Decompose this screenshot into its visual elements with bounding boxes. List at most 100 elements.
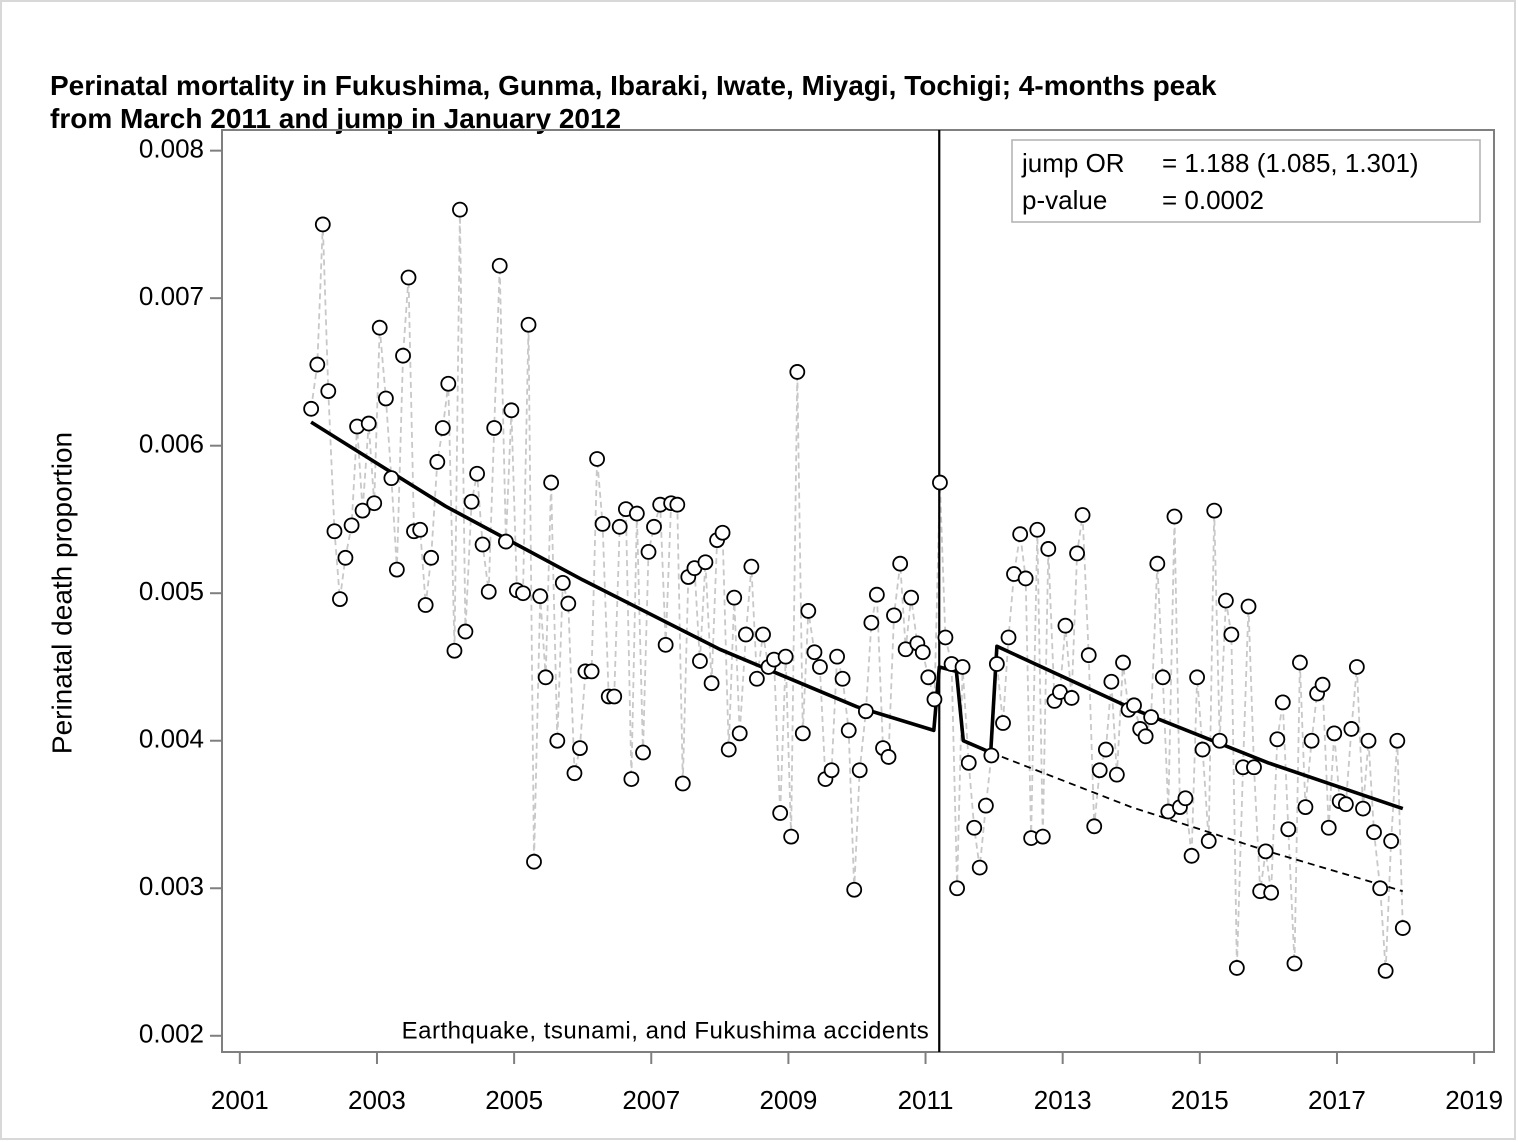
data-point [1240,598,1257,615]
data-point [1355,800,1371,817]
data-point [1063,690,1080,706]
data-point [812,659,828,675]
data-point [1263,884,1280,901]
data-point [1086,818,1103,835]
data-point [606,688,623,705]
data-point [497,533,514,550]
data-point [971,859,988,876]
data-point [1149,555,1166,572]
data-point [1286,955,1303,972]
data-point [960,754,977,771]
data-point [743,558,760,575]
data-point [388,561,405,578]
data-point [777,648,794,665]
data-point [1040,541,1057,557]
annotation-value: = 0.0002 [1162,185,1264,215]
data-point [646,518,662,535]
data-point [412,521,429,538]
data-point [371,319,388,336]
data-point [360,415,377,432]
annotation-key: p-value [1022,185,1107,215]
x-tick-label: 2019 [1445,1085,1503,1115]
data-point [692,653,708,669]
data-point [1091,762,1108,779]
data-point [566,765,583,782]
data-point [1292,654,1308,671]
data-point [806,644,823,661]
data-point [1206,502,1223,519]
data-point [857,703,874,720]
data-point [1383,833,1400,849]
data-point [440,375,457,392]
data-point [669,496,686,513]
x-tick-label: 2001 [211,1085,269,1115]
data-point [714,524,731,541]
data-point [926,691,943,708]
data-point [829,648,845,665]
x-tick-label: 2003 [348,1085,406,1115]
data-point [914,644,931,661]
data-point [1343,721,1360,737]
data-point [314,216,331,233]
data-point [543,474,560,491]
data-point [343,517,360,534]
y-tick-label: 0.005 [139,576,204,606]
data-point [594,515,611,532]
data-point [880,749,897,765]
data-point [480,583,497,600]
data-point [737,626,754,643]
data-point [628,505,645,522]
x-tick-label: 2009 [759,1085,817,1115]
y-tick-label: 0.008 [139,134,204,164]
data-point [755,626,771,643]
y-tick-label: 0.006 [139,429,204,459]
data-point [532,588,549,605]
data-point [988,656,1005,672]
x-tick-label: 2011 [898,1085,954,1115]
data-point [383,470,400,487]
data-point [640,544,657,560]
data-point [515,585,531,602]
data-point [920,669,937,686]
data-point [703,675,720,692]
data-point [1029,521,1046,538]
y-tick-label: 0.003 [139,871,204,901]
data-point [1269,731,1286,748]
data-point [1320,819,1337,836]
data-point [1103,673,1120,690]
data-point [1211,732,1228,749]
data-point [1326,725,1343,742]
data-point [789,364,806,380]
data-point [486,420,503,436]
data-point [1228,960,1245,976]
data-point [823,762,840,779]
data-point [1154,669,1171,686]
data-point [320,383,337,400]
data-point [1257,843,1274,860]
data-point [429,454,446,470]
data-point [1034,828,1051,845]
data-point [800,603,817,619]
data-point [1372,880,1389,897]
data-point [1314,676,1331,693]
data-point [949,880,965,897]
data-point [697,554,714,571]
data-point [903,589,920,606]
data-point [1017,570,1034,587]
data-point [748,670,765,687]
data-point [1074,507,1091,523]
data-point [840,722,857,739]
data-point [846,881,863,898]
data-point [937,629,954,646]
data-point [1012,526,1029,543]
data-point [1223,626,1240,643]
data-point [1217,592,1234,609]
data-point [783,828,800,845]
data-point [423,549,440,566]
x-tick-label: 2007 [622,1085,680,1115]
data-point [892,555,909,572]
data-point [851,762,868,779]
data-point [452,201,468,218]
data-point [966,819,983,836]
